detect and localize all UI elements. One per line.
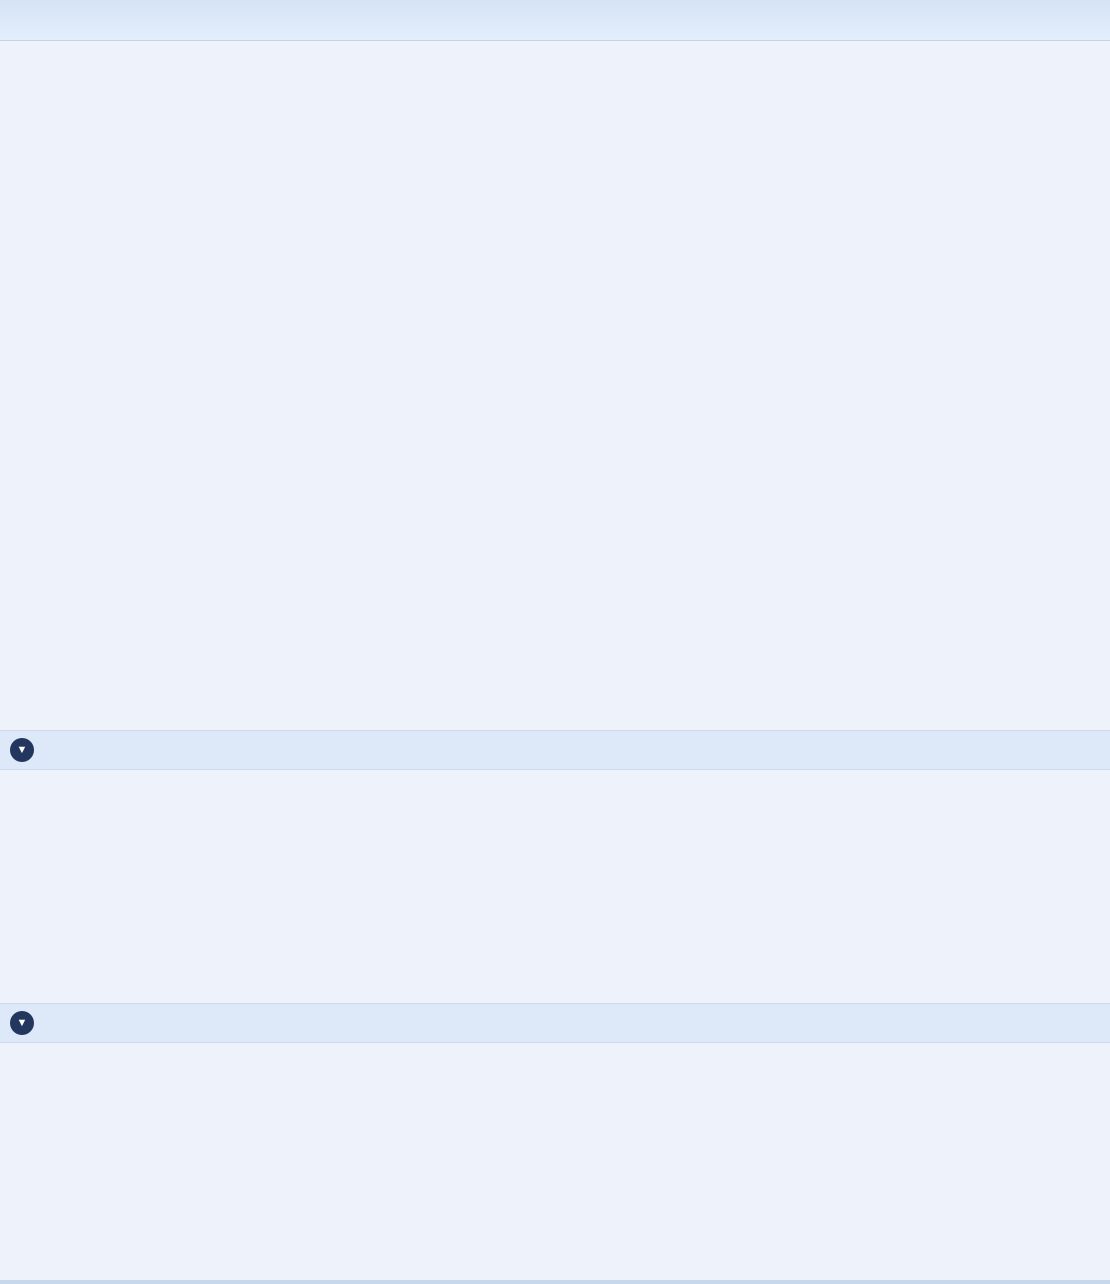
volume-section-header: ▼ xyxy=(0,730,1110,770)
macd-plot-area[interactable] xyxy=(108,1048,1102,1236)
volume-plot-area[interactable] xyxy=(108,778,1102,976)
macd-collapse-icon[interactable]: ▼ xyxy=(10,1011,34,1035)
macd-section-header: ▼ xyxy=(0,1003,1110,1043)
bottom-frame-line xyxy=(0,1280,1110,1284)
volume-collapse-icon[interactable]: ▼ xyxy=(10,738,34,762)
quote-header-bar xyxy=(0,0,1110,41)
price-plot-area[interactable] xyxy=(108,48,1102,712)
